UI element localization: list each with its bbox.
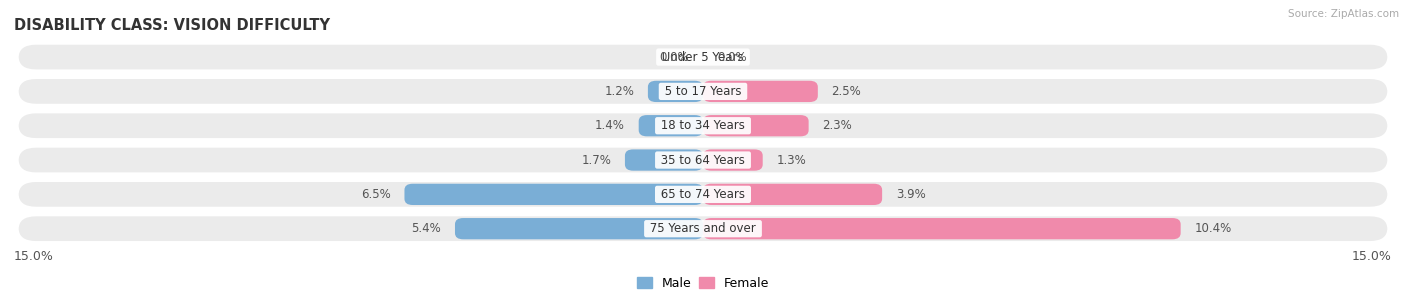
Text: 1.4%: 1.4%	[595, 119, 624, 132]
Legend: Male, Female: Male, Female	[637, 277, 769, 290]
FancyBboxPatch shape	[18, 45, 1388, 69]
Text: 15.0%: 15.0%	[14, 250, 53, 263]
Text: 75 Years and over: 75 Years and over	[647, 222, 759, 235]
Text: DISABILITY CLASS: VISION DIFFICULTY: DISABILITY CLASS: VISION DIFFICULTY	[14, 18, 330, 33]
FancyBboxPatch shape	[18, 113, 1388, 138]
FancyBboxPatch shape	[703, 184, 882, 205]
FancyBboxPatch shape	[18, 216, 1388, 241]
FancyBboxPatch shape	[703, 149, 762, 171]
Text: 3.9%: 3.9%	[896, 188, 925, 201]
Text: 1.2%: 1.2%	[605, 85, 634, 98]
FancyBboxPatch shape	[18, 148, 1388, 172]
Text: 2.3%: 2.3%	[823, 119, 852, 132]
FancyBboxPatch shape	[18, 79, 1388, 104]
Text: 18 to 34 Years: 18 to 34 Years	[657, 119, 749, 132]
FancyBboxPatch shape	[703, 218, 1181, 239]
Text: Under 5 Years: Under 5 Years	[658, 50, 748, 64]
FancyBboxPatch shape	[18, 182, 1388, 207]
Text: Source: ZipAtlas.com: Source: ZipAtlas.com	[1288, 9, 1399, 19]
FancyBboxPatch shape	[456, 218, 703, 239]
Text: 0.0%: 0.0%	[659, 50, 689, 64]
Text: 65 to 74 Years: 65 to 74 Years	[657, 188, 749, 201]
FancyBboxPatch shape	[703, 115, 808, 136]
Text: 5.4%: 5.4%	[412, 222, 441, 235]
FancyBboxPatch shape	[638, 115, 703, 136]
Text: 15.0%: 15.0%	[1353, 250, 1392, 263]
Text: 5 to 17 Years: 5 to 17 Years	[661, 85, 745, 98]
FancyBboxPatch shape	[405, 184, 703, 205]
FancyBboxPatch shape	[703, 81, 818, 102]
Text: 1.7%: 1.7%	[581, 154, 612, 167]
FancyBboxPatch shape	[624, 149, 703, 171]
Text: 6.5%: 6.5%	[361, 188, 391, 201]
Text: 10.4%: 10.4%	[1195, 222, 1232, 235]
Text: 1.3%: 1.3%	[776, 154, 806, 167]
FancyBboxPatch shape	[648, 81, 703, 102]
Text: 2.5%: 2.5%	[831, 85, 862, 98]
Text: 35 to 64 Years: 35 to 64 Years	[657, 154, 749, 167]
Text: 0.0%: 0.0%	[717, 50, 747, 64]
